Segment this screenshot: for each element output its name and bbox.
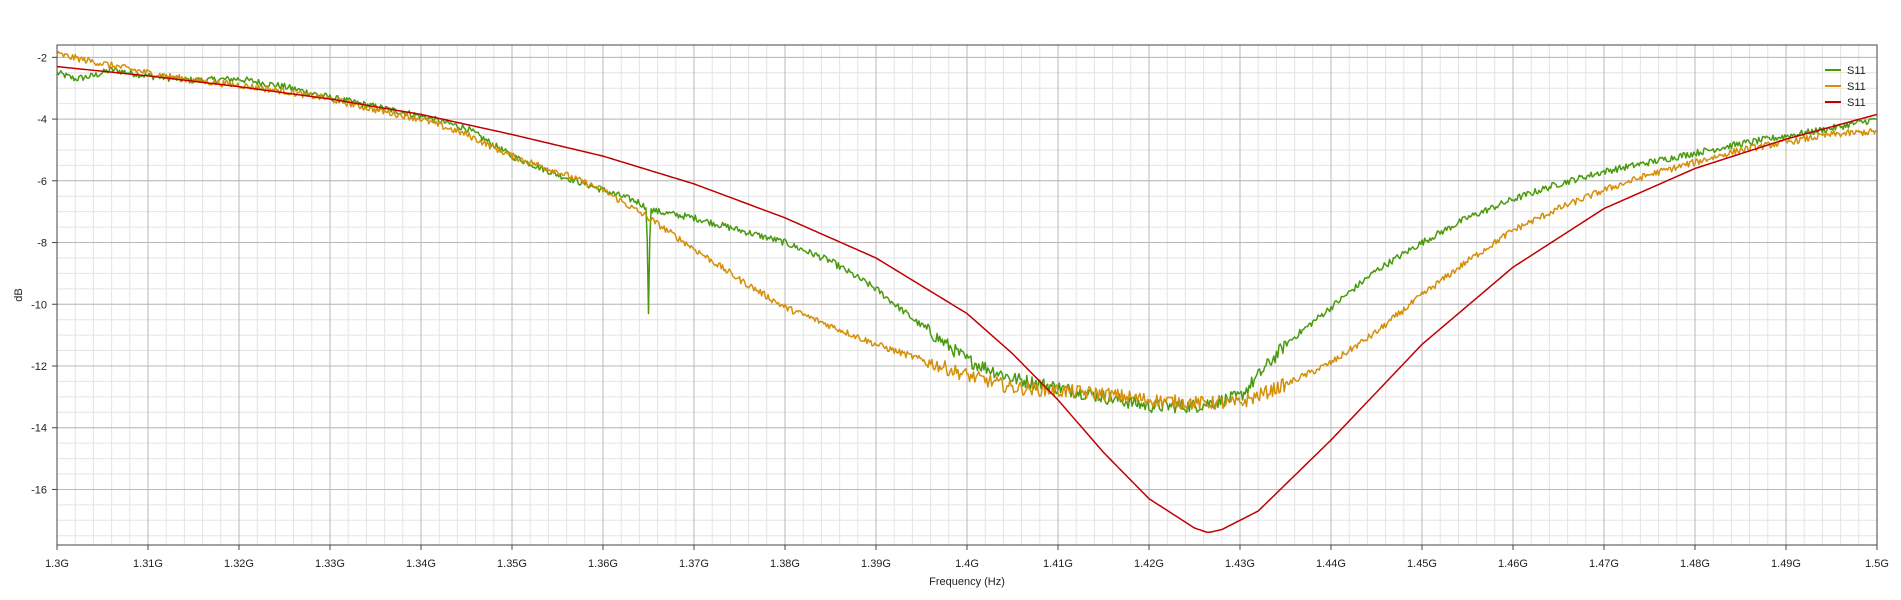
x-tick-label: 1.36G [588, 558, 618, 570]
y-tick-label: -16 [31, 484, 47, 496]
x-tick-label: 1.44G [1316, 558, 1346, 570]
series-layer [56, 51, 1878, 534]
x-tick-label: 1.31G [133, 558, 163, 570]
y-axis-ticks: -2 -4 -6 -8 -10 -12 -14 -16 [31, 52, 57, 496]
x-tick-label: 1.3G [45, 558, 69, 570]
x-tick-label: 1.41G [1043, 558, 1073, 570]
legend-label: S11 [1847, 65, 1866, 77]
y-tick-label: -10 [31, 299, 47, 311]
x-tick-label: 1.48G [1680, 558, 1710, 570]
series-line-1 [56, 66, 1878, 414]
x-tick-label: 1.4G [955, 558, 979, 570]
x-tick-label: 1.42G [1134, 558, 1164, 570]
x-tick-label: 1.37G [679, 558, 709, 570]
x-tick-label: 1.38G [770, 558, 800, 570]
x-tick-label: 1.34G [406, 558, 436, 570]
x-tick-label: 1.35G [497, 558, 527, 570]
legend-label: S11 [1847, 97, 1866, 109]
x-tick-label: 1.39G [861, 558, 891, 570]
y-tick-label: -8 [37, 238, 47, 250]
series-line-2 [56, 51, 1878, 410]
legend: S11 S11 S11 [1825, 65, 1866, 109]
x-tick-label: 1.5G [1865, 558, 1889, 570]
y-tick-label: -14 [31, 423, 47, 435]
series-line-3 [56, 65, 1878, 534]
legend-label: S11 [1847, 81, 1866, 93]
x-tick-label: 1.33G [315, 558, 345, 570]
x-tick-label: 1.32G [224, 558, 254, 570]
major-grid [56, 45, 1878, 545]
x-axis-title: Frequency (Hz) [929, 576, 1005, 588]
y-tick-label: -2 [37, 52, 47, 64]
y-axis-title: dB [13, 288, 25, 301]
x-tick-label: 1.43G [1225, 558, 1255, 570]
y-tick-label: -12 [31, 361, 47, 373]
x-axis-ticks: 1.3G 1.31G 1.32G 1.33G 1.34G 1.35G 1.36G 1.37G 1… [45, 545, 1889, 570]
x-tick-label: 1.45G [1407, 558, 1437, 570]
x-tick-label: 1.46G [1498, 558, 1528, 570]
y-tick-label: -6 [37, 176, 47, 188]
x-tick-label: 1.47G [1589, 558, 1619, 570]
y-tick-label: -4 [37, 114, 47, 126]
x-tick-label: 1.49G [1771, 558, 1801, 570]
